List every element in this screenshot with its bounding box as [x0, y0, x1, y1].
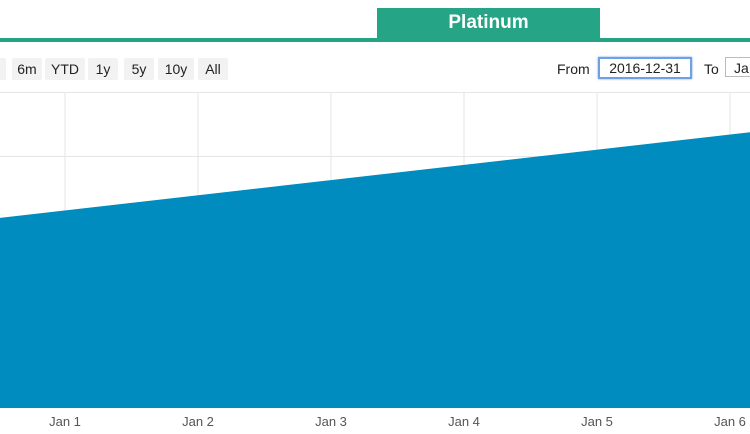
- tab-underline: [0, 38, 750, 42]
- to-date-input[interactable]: Ja: [725, 57, 750, 77]
- from-date-input[interactable]: 2016-12-31: [598, 57, 692, 79]
- to-label: To: [704, 61, 719, 77]
- x-tick-label: Jan 4: [448, 414, 480, 429]
- x-tick-label: Jan 5: [581, 414, 613, 429]
- from-label: From: [557, 61, 590, 77]
- price-chart: Jan 1 Jan 2 Jan 3 Jan 4 Jan 5 Jan 6: [0, 92, 750, 429]
- range-button-partial[interactable]: [0, 58, 6, 80]
- range-button-6m[interactable]: 6m: [12, 58, 42, 80]
- range-button-all[interactable]: All: [198, 58, 228, 80]
- series-area: [0, 132, 750, 408]
- tab-platinum[interactable]: Platinum: [377, 8, 600, 38]
- x-tick-label: Jan 6: [714, 414, 746, 429]
- tab-strip: Platinum: [0, 0, 750, 42]
- x-tick-label: Jan 3: [315, 414, 347, 429]
- range-button-1y[interactable]: 1y: [88, 58, 118, 80]
- range-button-ytd[interactable]: YTD: [45, 58, 85, 80]
- x-tick-label: Jan 1: [49, 414, 81, 429]
- range-button-5y[interactable]: 5y: [124, 58, 154, 80]
- x-tick-label: Jan 2: [182, 414, 214, 429]
- x-axis-ticks: Jan 1 Jan 2 Jan 3 Jan 4 Jan 5 Jan 6: [49, 414, 746, 429]
- range-toolbar: 6m YTD 1y 5y 10y All From 2016-12-31 To …: [0, 42, 750, 92]
- range-button-10y[interactable]: 10y: [158, 58, 194, 80]
